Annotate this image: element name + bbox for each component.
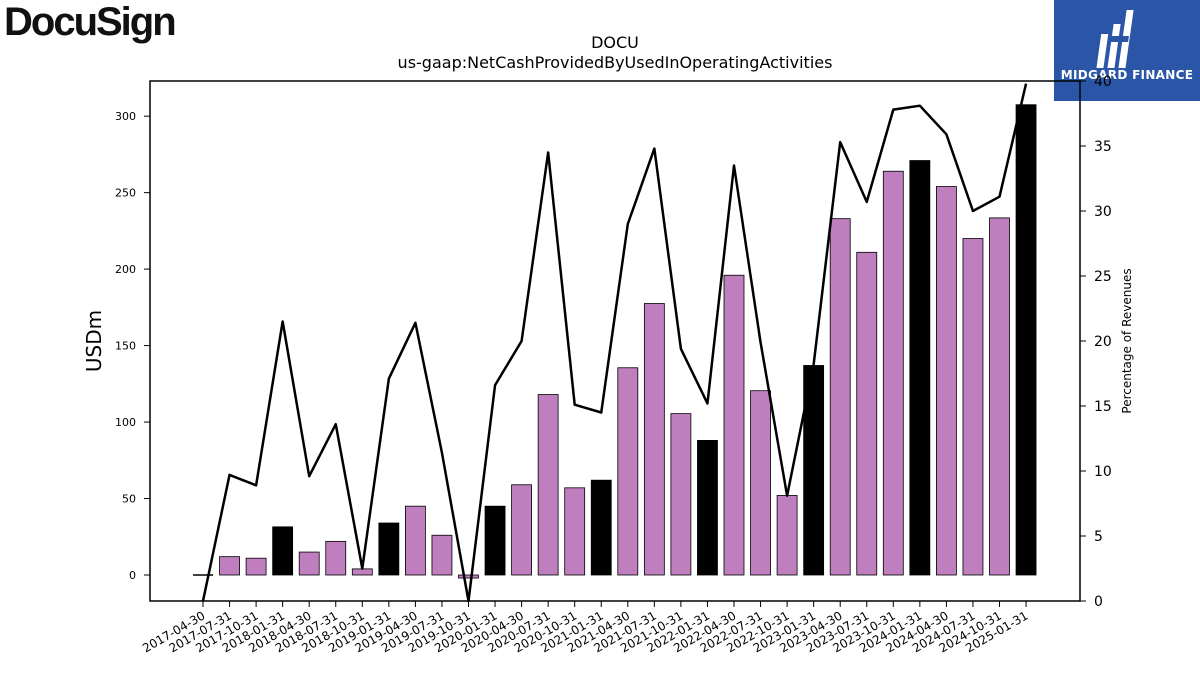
bar — [458, 574, 479, 579]
bar — [272, 526, 294, 576]
bar — [325, 540, 347, 576]
y2-tick-label: 0 — [1094, 594, 1103, 610]
y2-tick-label: 35 — [1094, 139, 1112, 155]
y-tick-label: 300 — [115, 110, 136, 123]
y2-axis-label: Percentage of Revenues — [1120, 268, 1134, 413]
bar — [697, 440, 718, 576]
chart-title: DOCU — [591, 33, 639, 52]
bar — [856, 251, 878, 576]
docusign-logo: DocuSign — [4, 0, 177, 44]
y2-axis-ticks: 0 5 10 15 20 25 30 35 40 — [1080, 74, 1112, 610]
y2-tick-label: 40 — [1094, 74, 1112, 90]
midgard-finance-badge: MIDGARD FINANCE — [1054, 0, 1200, 101]
bar — [882, 170, 904, 576]
y-axis-label: USDm — [82, 310, 106, 372]
bar — [936, 186, 957, 576]
y-tick-label: 150 — [115, 340, 136, 353]
bar — [829, 218, 851, 576]
y2-tick-label: 5 — [1094, 529, 1103, 545]
bar — [564, 487, 586, 576]
bar — [1015, 104, 1037, 576]
y-tick-label: 50 — [122, 493, 136, 506]
bar-series — [193, 104, 1037, 579]
bar — [484, 505, 506, 576]
bar — [298, 551, 320, 576]
y2-tick-label: 10 — [1094, 464, 1112, 480]
line-series — [201, 83, 1028, 603]
bar — [219, 556, 240, 576]
y-tick-label: 0 — [129, 569, 136, 582]
line-path — [201, 83, 1028, 603]
y-axis-ticks: 0 50 100 150 200 250 300 — [115, 110, 150, 582]
bar — [351, 568, 373, 576]
y-tick-label: 200 — [115, 263, 136, 276]
bar — [750, 390, 771, 576]
chart-subtitle: us-gaap:NetCashProvidedByUsedInOperating… — [398, 53, 833, 72]
bar — [511, 484, 533, 576]
y2-tick-label: 20 — [1094, 334, 1112, 350]
bar — [962, 238, 984, 576]
x-axis-ticks: 2017-04-302017-07-312017-10-312018-01-31… — [140, 601, 1031, 655]
bar — [723, 274, 745, 576]
bar — [776, 495, 798, 576]
badge-label: MIDGARD FINANCE — [1060, 68, 1194, 82]
y-tick-label: 100 — [115, 416, 136, 429]
bar — [617, 367, 639, 576]
bar — [643, 303, 665, 576]
y2-tick-label: 30 — [1094, 204, 1112, 220]
bar — [404, 505, 426, 576]
y2-tick-label: 15 — [1094, 399, 1112, 415]
bar — [537, 394, 559, 576]
bar — [378, 522, 400, 576]
bar — [590, 479, 612, 576]
bar — [670, 413, 692, 576]
bar — [245, 557, 267, 576]
y2-tick-label: 25 — [1094, 269, 1112, 285]
y-tick-label: 250 — [115, 187, 136, 200]
bar — [431, 534, 453, 576]
midgard-logo-icon — [1096, 10, 1134, 68]
bar — [989, 217, 1010, 576]
bar — [909, 160, 931, 576]
